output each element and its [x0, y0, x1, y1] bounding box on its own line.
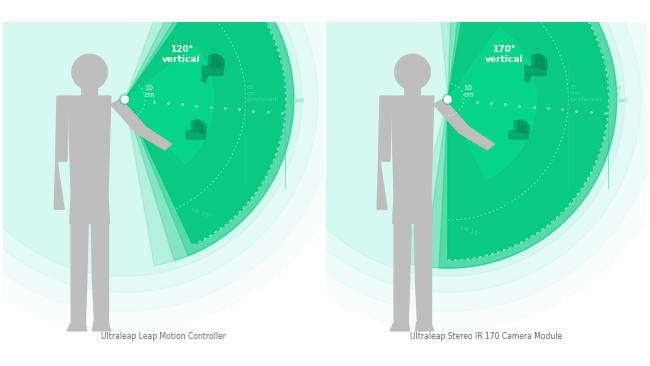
- Polygon shape: [394, 280, 410, 322]
- Polygon shape: [391, 96, 434, 195]
- FancyBboxPatch shape: [199, 122, 203, 132]
- Circle shape: [72, 53, 108, 90]
- Polygon shape: [136, 127, 172, 150]
- Polygon shape: [67, 322, 86, 331]
- FancyBboxPatch shape: [518, 120, 523, 131]
- Polygon shape: [70, 195, 109, 223]
- Text: 10
cm: 10 cm: [144, 85, 155, 98]
- Text: tilt 15°: tilt 15°: [191, 208, 212, 220]
- Polygon shape: [415, 280, 431, 322]
- Text: tilt 15°: tilt 15°: [460, 225, 481, 237]
- Circle shape: [394, 53, 431, 90]
- Text: 100
cm
(max): 100 cm (max): [610, 86, 627, 103]
- Circle shape: [442, 94, 454, 105]
- Circle shape: [0, 0, 318, 292]
- Circle shape: [0, 0, 302, 276]
- Wedge shape: [448, 27, 536, 179]
- Polygon shape: [377, 161, 387, 209]
- FancyBboxPatch shape: [202, 125, 206, 134]
- Polygon shape: [201, 75, 208, 83]
- Polygon shape: [434, 99, 469, 133]
- Wedge shape: [125, 0, 294, 256]
- Text: Ultraleap Leap Motion Controller: Ultraleap Leap Motion Controller: [101, 332, 226, 340]
- Wedge shape: [125, 0, 286, 245]
- Wedge shape: [424, 0, 617, 268]
- Polygon shape: [92, 280, 108, 322]
- Polygon shape: [92, 322, 111, 331]
- Polygon shape: [202, 66, 223, 75]
- Polygon shape: [186, 131, 205, 139]
- Circle shape: [0, 0, 337, 311]
- Text: 75
cm
(preferred): 75 cm (preferred): [569, 85, 603, 102]
- Text: Ultraleap Stereo IR 170 Camera Module: Ultraleap Stereo IR 170 Camera Module: [410, 332, 562, 340]
- FancyBboxPatch shape: [213, 54, 218, 67]
- Wedge shape: [125, 46, 213, 164]
- Text: 170°
vertical: 170° vertical: [485, 45, 523, 64]
- Polygon shape: [459, 127, 495, 150]
- FancyBboxPatch shape: [514, 121, 519, 131]
- Polygon shape: [378, 96, 391, 161]
- Text: 10
cm: 10 cm: [463, 85, 474, 98]
- Wedge shape: [448, 0, 608, 260]
- Polygon shape: [524, 75, 531, 83]
- Circle shape: [255, 0, 641, 292]
- FancyBboxPatch shape: [532, 55, 538, 67]
- Polygon shape: [72, 223, 88, 280]
- Circle shape: [444, 95, 452, 104]
- Circle shape: [121, 95, 129, 104]
- FancyBboxPatch shape: [209, 55, 215, 67]
- FancyBboxPatch shape: [219, 59, 224, 69]
- Wedge shape: [125, 0, 294, 261]
- Wedge shape: [439, 0, 617, 268]
- Polygon shape: [414, 223, 431, 280]
- Polygon shape: [91, 223, 108, 280]
- Polygon shape: [54, 161, 64, 209]
- FancyBboxPatch shape: [536, 54, 541, 67]
- Polygon shape: [393, 195, 432, 223]
- Polygon shape: [68, 96, 110, 195]
- Polygon shape: [415, 322, 434, 331]
- FancyBboxPatch shape: [82, 81, 98, 97]
- Text: 120°
vertical: 120° vertical: [162, 45, 201, 64]
- FancyBboxPatch shape: [521, 122, 527, 132]
- Polygon shape: [111, 99, 146, 133]
- Polygon shape: [72, 280, 86, 322]
- FancyBboxPatch shape: [540, 56, 544, 67]
- FancyBboxPatch shape: [195, 120, 200, 131]
- Polygon shape: [390, 322, 410, 331]
- Polygon shape: [509, 131, 528, 139]
- Circle shape: [236, 0, 650, 311]
- Polygon shape: [394, 223, 411, 280]
- Polygon shape: [525, 66, 546, 75]
- FancyBboxPatch shape: [216, 56, 222, 67]
- Circle shape: [119, 94, 131, 105]
- Wedge shape: [125, 0, 294, 266]
- FancyBboxPatch shape: [525, 125, 529, 134]
- FancyBboxPatch shape: [405, 81, 420, 97]
- Circle shape: [271, 0, 625, 276]
- FancyBboxPatch shape: [542, 59, 547, 69]
- Text: 60
cm
(preferred): 60 cm (preferred): [247, 85, 280, 102]
- FancyBboxPatch shape: [192, 121, 197, 131]
- Polygon shape: [56, 96, 68, 161]
- Wedge shape: [404, 0, 617, 268]
- Text: 80
cm
(max): 80 cm (max): [287, 86, 304, 103]
